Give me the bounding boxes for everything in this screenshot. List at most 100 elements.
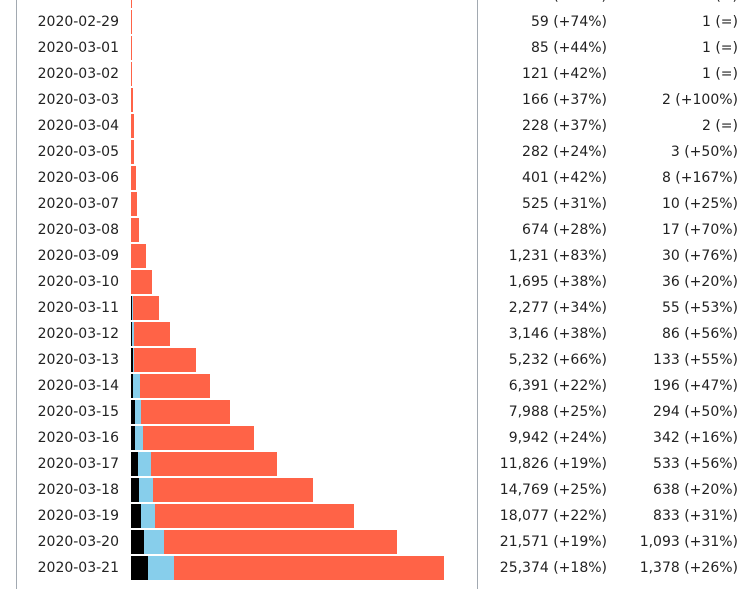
cases-value: 3,146 (+38%) (508, 326, 607, 342)
table-row: 2020-02-29 59 (+74%) 1 (=) (0, 9, 746, 35)
deaths-segment (131, 348, 133, 372)
date-label: 2020-03-06 (37, 170, 119, 186)
deaths-segment (131, 530, 145, 554)
deaths-value: 294 (+50%) (653, 404, 738, 420)
date-label: 2020-03-16 (37, 430, 119, 446)
deaths-value: 833 (+31%) (653, 508, 738, 524)
deaths-segment (131, 400, 135, 424)
date-label: 2020-03-07 (37, 196, 119, 212)
active-cases-segment (150, 452, 277, 476)
date-label: 2020-03-09 (37, 248, 119, 264)
deaths-segment (131, 478, 139, 502)
cases-value: 1,695 (+38%) (508, 274, 607, 290)
deaths-value: 1 (=) (610, 0, 738, 9)
table-row: 2020-02-28 34 (+62%)1 (=) (0, 0, 746, 9)
cases-value: 401 (+42%) (522, 170, 607, 186)
table-row: 2020-03-21 25,374 (+18%) 1,378 (+26%) (0, 555, 746, 581)
cases-value: 18,077 (+22%) (499, 508, 607, 524)
date-label: 2020-03-04 (37, 118, 119, 134)
recoveries-segment (132, 348, 135, 372)
active-cases-segment (132, 296, 160, 320)
date-label: 2020-03-05 (37, 144, 119, 160)
cases-value: 1,231 (+83%) (508, 248, 607, 264)
table-row: 2020-03-07 525 (+31%) 10 (+25%) (0, 191, 746, 217)
table-row: 2020-03-12 3,146 (+38%) 86 (+56%) (0, 321, 746, 347)
table-row: 2020-03-03 166 (+37%) 2 (+100%) (0, 87, 746, 113)
active-cases-segment (131, 114, 134, 138)
recoveries-segment (135, 426, 143, 450)
date-label: 2020-03-11 (37, 300, 119, 316)
date-label: 2020-03-13 (37, 352, 119, 368)
date-label: 2020-03-01 (37, 40, 119, 56)
deaths-segment (131, 374, 134, 398)
cases-value: 121 (+42%) (522, 66, 607, 82)
deaths-segment (131, 504, 142, 528)
recoveries-segment (133, 374, 140, 398)
deaths-value: 8 (+167%) (661, 170, 738, 186)
recoveries-segment (138, 478, 154, 502)
active-cases-segment (131, 140, 135, 164)
recoveries-segment (132, 322, 134, 346)
table-row: 2020-03-04 228 (+37%) 2 (=) (0, 113, 746, 139)
deaths-segment (131, 296, 132, 320)
deaths-segment (131, 322, 133, 346)
deaths-value: 30 (+76%) (661, 248, 738, 264)
deaths-segment (131, 452, 138, 476)
date-label: 2020-02-28 (0, 0, 119, 9)
cases-value: 59 (+74%) (530, 14, 607, 30)
cases-value: 674 (+28%) (522, 222, 607, 238)
date-label: 2020-03-02 (37, 66, 119, 82)
cases-value: 228 (+37%) (522, 118, 607, 134)
active-cases-segment (131, 218, 140, 242)
deaths-segment (131, 556, 148, 580)
table-row: 2020-03-02 121 (+42%) 1 (=) (0, 61, 746, 87)
table-row: 2020-03-17 11,826 (+19%) 533 (+56%) (0, 451, 746, 477)
cases-value: 525 (+31%) (522, 196, 607, 212)
bar-area-divider (477, 0, 478, 589)
deaths-value: 1 (=) (701, 66, 738, 82)
cases-value: 14,769 (+25%) (499, 482, 607, 498)
table-row: 2020-03-14 6,391 (+22%) 196 (+47%) (0, 373, 746, 399)
deaths-value: 133 (+55%) (653, 352, 738, 368)
table-row: 2020-03-20 21,571 (+19%) 1,093 (+31%) (0, 529, 746, 555)
table-row: 2020-03-05 282 (+24%) 3 (+50%) (0, 139, 746, 165)
cases-value: 2,277 (+34%) (508, 300, 607, 316)
active-cases-segment (131, 36, 133, 60)
active-cases-segment (154, 504, 354, 528)
cases-value: 11,826 (+19%) (499, 456, 607, 472)
date-label: 2020-03-15 (37, 404, 119, 420)
deaths-value: 638 (+20%) (653, 482, 738, 498)
table-row: 2020-03-13 5,232 (+66%) 133 (+55%) (0, 347, 746, 373)
recoveries-segment (131, 296, 133, 320)
table-row: 2020-03-19 18,077 (+22%) 833 (+31%) (0, 503, 746, 529)
deaths-value: 17 (+70%) (661, 222, 738, 238)
cases-value: 85 (+44%) (530, 40, 607, 56)
table-row: 2020-03-06 401 (+42%) 8 (+167%) (0, 165, 746, 191)
date-label: 2020-03-18 (37, 482, 119, 498)
active-cases-segment (133, 322, 170, 346)
recoveries-segment (134, 400, 141, 424)
date-label: 2020-03-19 (37, 508, 119, 524)
deaths-value: 55 (+53%) (661, 300, 738, 316)
cases-value: 34 (+62%) (460, 0, 607, 9)
table-row: 2020-03-16 9,942 (+24%) 342 (+16%) (0, 425, 746, 451)
active-cases-segment (131, 88, 134, 112)
date-label: 2020-03-17 (37, 456, 119, 472)
deaths-value: 1 (=) (701, 40, 738, 56)
cases-value: 7,988 (+25%) (508, 404, 607, 420)
table-row: 2020-03-10 1,695 (+38%) 36 (+20%) (0, 269, 746, 295)
date-label: 2020-03-14 (37, 378, 119, 394)
date-label: 2020-02-29 (37, 14, 119, 30)
date-column-divider (16, 0, 17, 589)
deaths-value: 196 (+47%) (653, 378, 738, 394)
cases-value: 282 (+24%) (522, 144, 607, 160)
table-row: 2020-03-01 85 (+44%) 1 (=) (0, 35, 746, 61)
recoveries-segment (147, 556, 174, 580)
deaths-value: 1 (=) (701, 14, 738, 30)
active-cases-segment (131, 270, 152, 294)
active-cases-segment (131, 244, 147, 268)
deaths-value: 533 (+56%) (653, 456, 738, 472)
date-label: 2020-03-10 (37, 274, 119, 290)
active-cases-segment (131, 10, 132, 34)
deaths-segment (131, 426, 136, 450)
